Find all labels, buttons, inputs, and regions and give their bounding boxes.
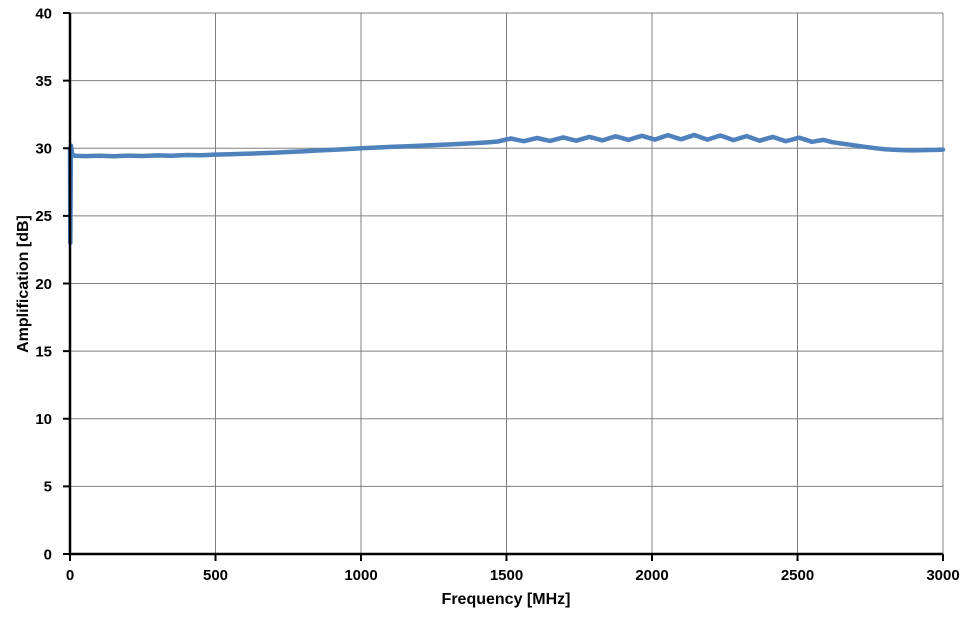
y-tick-label: 0 xyxy=(44,546,52,563)
y-tick-label: 20 xyxy=(35,276,52,293)
x-tick-label: 3000 xyxy=(926,567,959,584)
y-tick-label: 15 xyxy=(35,343,52,360)
x-tick-label: 2000 xyxy=(635,567,668,584)
x-tick-label: 1000 xyxy=(344,567,377,584)
y-tick-label: 25 xyxy=(35,208,52,225)
tick-labels: 0 5 10 15 20 25 30 35 40 0 500 1000 1500 2000 2500 3000 xyxy=(35,5,959,584)
y-tick-label: 10 xyxy=(35,411,52,428)
x-tick-label: 1500 xyxy=(490,567,523,584)
series-layer xyxy=(67,132,946,246)
tick-marks xyxy=(63,12,944,561)
axes xyxy=(68,13,943,556)
y-axis-title: Amplification [dB] xyxy=(15,215,32,353)
x-axis-title: Frequency [MHz] xyxy=(441,591,571,608)
x-tick-label: 2500 xyxy=(781,567,814,584)
y-tick-label: 40 xyxy=(35,5,52,22)
y-tick-label: 35 xyxy=(35,73,52,90)
x-tick-label: 0 xyxy=(66,567,74,584)
x-tick-label: 500 xyxy=(203,567,228,584)
y-tick-label: 5 xyxy=(44,479,52,496)
y-tick-label: 30 xyxy=(35,141,52,158)
gridlines xyxy=(70,12,944,554)
series-line-amplification xyxy=(67,132,946,246)
